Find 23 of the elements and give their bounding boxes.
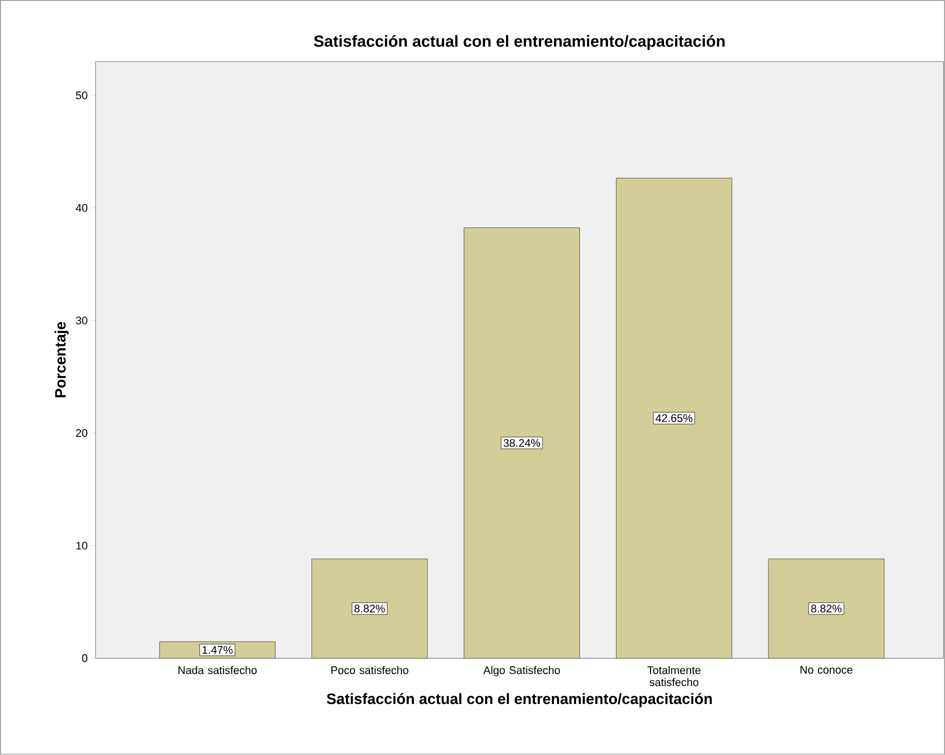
x-tick-label: Algo Satisfecho [483, 666, 560, 676]
x-tick-label: Totalmente satisfecho [647, 666, 701, 686]
y-tick-label: 20 [76, 429, 88, 438]
x-tick-label: Nada satisfecho [178, 666, 257, 674]
y-tick-label: 40 [76, 204, 88, 212]
data-label: 8.82% [811, 604, 842, 613]
y-axis-title: Porcentaje [54, 322, 69, 398]
data-label: 8.82% [354, 604, 385, 613]
bar [768, 558, 884, 658]
y-tick-label: 0 [82, 654, 88, 662]
data-label: 1.47% [202, 646, 233, 654]
chart-title: Satisfacción actual con el entrenamiento/capacitación [314, 35, 725, 50]
y-tick-label: 10 [76, 542, 88, 550]
data-label: 42.65% [656, 414, 692, 422]
data-label: 38.24% [504, 439, 540, 447]
bar [464, 228, 580, 658]
bar [616, 178, 732, 658]
bar [312, 558, 428, 658]
y-tick-label: 50 [76, 92, 88, 100]
x-tick-label: Poco satisfecho [331, 666, 408, 674]
x-axis-title: Satisfacción actual con el entrenamiento/capacitación [326, 693, 712, 708]
y-tick-label: 30 [76, 316, 88, 324]
x-tick-label: No conoce [800, 666, 852, 674]
